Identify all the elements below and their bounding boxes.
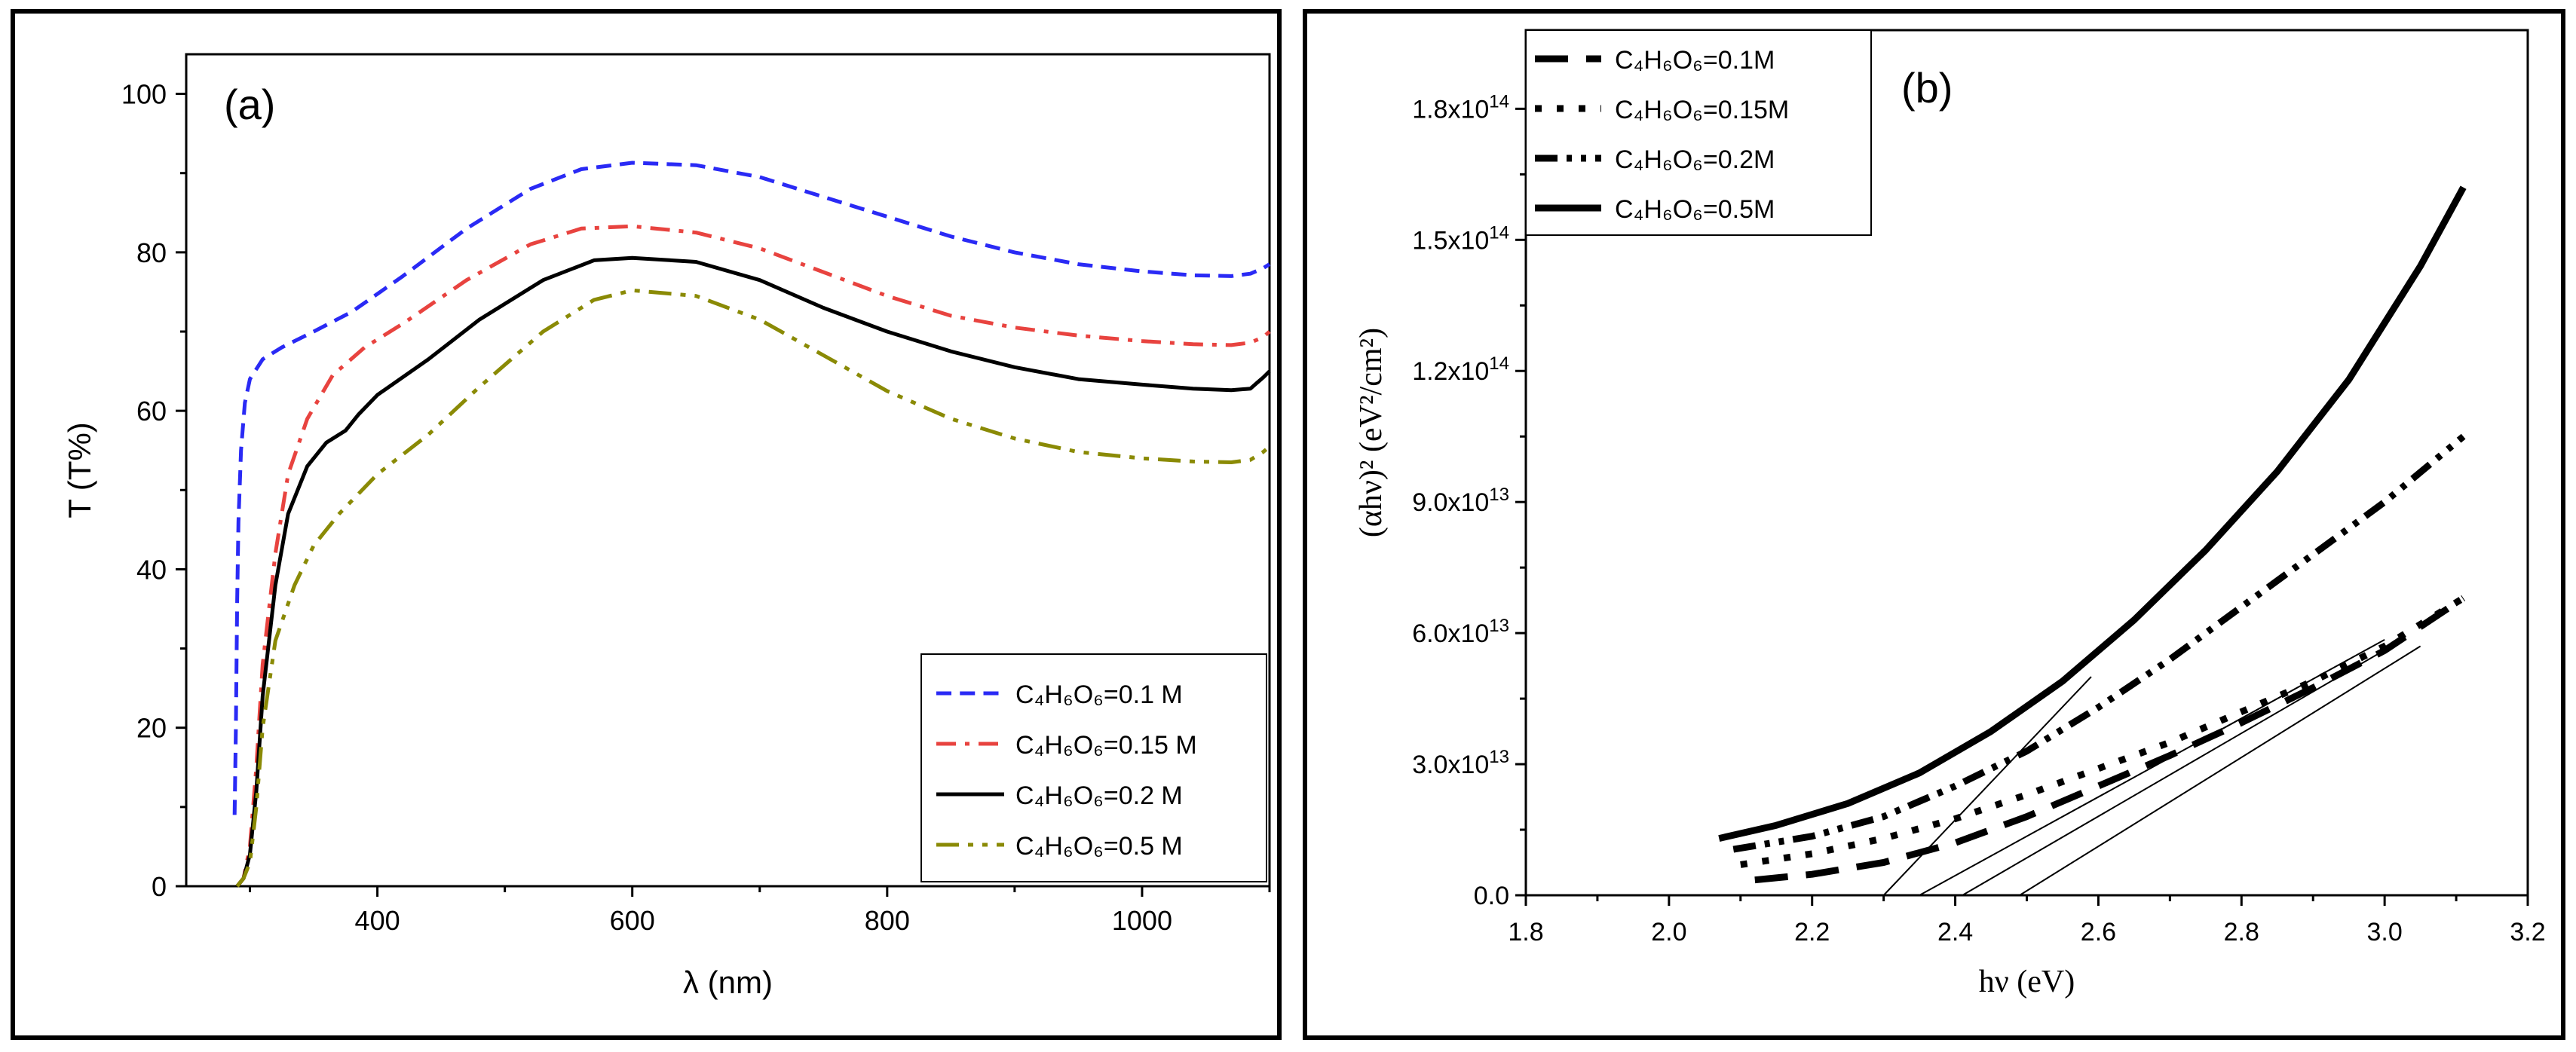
panel-label-a: (a) <box>224 81 275 128</box>
legend-label-a: C₄H₆O₆=0.2 M <box>1015 781 1183 810</box>
y-tick-label-b: 1.8x1014 <box>1412 91 1509 124</box>
legend-label-b: C₄H₆O₆=0.1M <box>1615 46 1775 75</box>
y-tick-label-b: 1.2x1014 <box>1412 353 1509 386</box>
y-tick-mantissa-b: 0.0 <box>1474 882 1509 910</box>
tangent-line-b <box>1919 638 2385 896</box>
chart-panel-b: 1.8 2.0 2.2 2.4 2.6 2.8 3.0 3.2 0.0 3.0x1013 6.0x1… <box>1303 9 2565 1040</box>
x-tick-label-a: 400 <box>355 905 400 936</box>
x-tick-label-b: 3.0 <box>2367 918 2403 946</box>
y-axis-label-b: (αhν)² (eV²/cm²) <box>1354 328 1389 537</box>
y-tick-label-a: 20 <box>136 713 167 744</box>
y-tick-mantissa-b: 1.2x10 <box>1412 357 1489 386</box>
tangent-line-b <box>1882 676 2092 896</box>
x-axis-label-a: λ (nm) <box>683 965 773 1000</box>
x-tick-label-b: 2.0 <box>1651 918 1686 946</box>
y-tick-label-b: 3.0x1013 <box>1412 747 1509 779</box>
plot-frame-a <box>185 53 1271 888</box>
y-tick-label-b: 6.0x1013 <box>1412 616 1509 648</box>
y-tick-label-b: 0.0 <box>1474 882 1509 910</box>
x-tick-label-a: 1000 <box>1112 905 1172 936</box>
y-tick-label-b: 1.5x1014 <box>1412 222 1509 255</box>
x-tick-label-a: 800 <box>865 905 910 936</box>
y-tick-mantissa-b: 1.5x10 <box>1412 226 1489 255</box>
x-tick-label-b: 2.4 <box>1937 918 1973 946</box>
series-line-a-01M <box>232 161 1271 815</box>
chart-a-svg: 400 600 800 1000 0 20 40 60 80 100 λ (nm) T (T%) (a)… <box>62 53 1271 1000</box>
y-tick-exponent-b: 14 <box>1489 222 1509 243</box>
y-tick-mantissa-b: 6.0x10 <box>1412 619 1489 648</box>
y-tick-label-a: 100 <box>121 79 167 110</box>
tangent-line-b <box>1962 641 2400 896</box>
legend-label-a: C₄H₆O₆=0.15 M <box>1015 731 1197 760</box>
y-tick-exponent-b: 13 <box>1489 616 1509 636</box>
y-tick-exponent-b: 14 <box>1489 353 1509 374</box>
x-tick-label-b: 1.8 <box>1508 918 1543 946</box>
y-tick-exponent-b: 13 <box>1489 485 1509 505</box>
legend-label-a: C₄H₆O₆=0.5 M <box>1015 832 1183 861</box>
y-tick-label-a: 80 <box>136 237 167 268</box>
legend-label-a: C₄H₆O₆=0.1 M <box>1015 680 1183 709</box>
legend-label-b: C₄H₆O₆=0.2M <box>1615 145 1775 174</box>
y-axis-label-a: T (T%) <box>62 422 97 518</box>
x-tick-label-b: 2.8 <box>2224 918 2259 946</box>
y-tick-mantissa-b: 9.0x10 <box>1412 488 1489 517</box>
legend-box-a <box>920 653 1267 882</box>
legend-label-b: C₄H₆O₆=0.15M <box>1615 96 1789 124</box>
y-tick-label-a: 60 <box>136 396 167 427</box>
x-tick-label-b: 2.2 <box>1794 918 1830 946</box>
x-axis-label-b: hν (eV) <box>1979 965 2075 999</box>
y-tick-label-a: 40 <box>136 554 167 585</box>
x-tick-label-a: 600 <box>610 905 655 936</box>
series-line-a-05M <box>235 288 1271 888</box>
y-tick-exponent-b: 14 <box>1489 91 1509 112</box>
series-line-b-01M <box>1754 595 2466 884</box>
series-line-b-02M <box>1732 433 2466 853</box>
x-tick-label-b: 3.2 <box>2510 918 2545 946</box>
tangent-line-b <box>2019 645 2421 896</box>
chart-b-svg: 1.8 2.0 2.2 2.4 2.6 2.8 3.0 3.20.03.0x10136.0x1… <box>1354 29 2546 999</box>
y-tick-label-a: 0 <box>152 871 167 902</box>
y-tick-exponent-b: 13 <box>1489 747 1509 767</box>
panel-label-b: (b) <box>1901 64 1953 112</box>
chart-panel-a: 400 600 800 1000 0 20 40 60 80 100 λ (nm) T (T%) (a)… <box>11 9 1282 1040</box>
legend-box-b <box>1525 29 1872 236</box>
series-line-b-015M <box>1740 595 2465 868</box>
series-line-b-05M <box>1718 185 2467 842</box>
series-line-a-02M <box>235 255 1271 888</box>
y-tick-mantissa-b: 1.8x10 <box>1412 95 1489 124</box>
y-tick-mantissa-b: 3.0x10 <box>1412 751 1489 779</box>
legend-label-b: C₄H₆O₆=0.5M <box>1615 195 1775 224</box>
y-tick-label-b: 9.0x1013 <box>1412 485 1509 517</box>
x-tick-label-b: 2.6 <box>2081 918 2116 946</box>
